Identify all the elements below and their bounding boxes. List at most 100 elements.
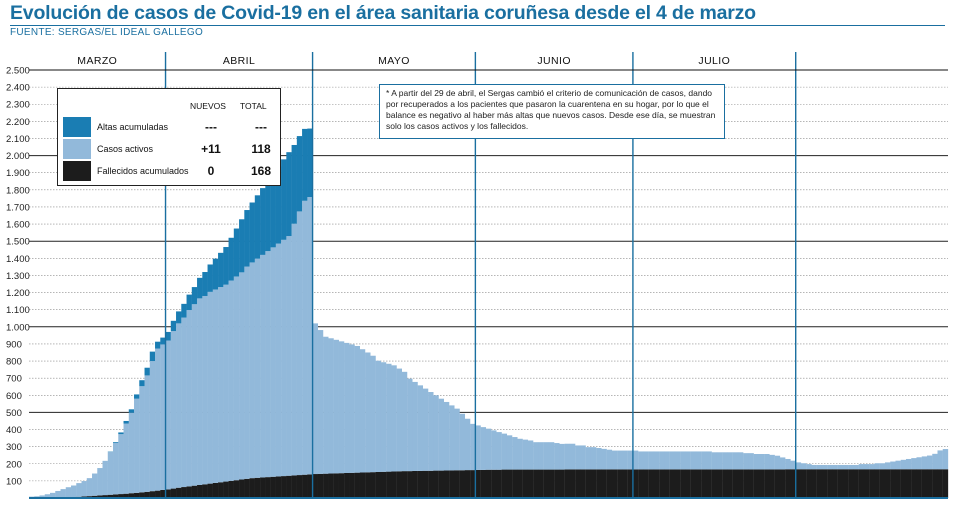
bar-fallecidos [690,469,697,498]
y-tick-label: 800 [6,357,22,368]
bar-fallecidos [354,472,360,498]
bar-fallecidos [648,469,655,498]
y-tick-label: 400 [6,425,22,436]
y-tick-label: 1.800 [6,185,30,196]
month-label: MARZO [77,55,117,67]
bar-fallecidos [779,469,786,498]
chart-title: Evolución de casos de Covid-19 en el áre… [10,2,756,24]
bar-activos [354,345,360,473]
bar-activos [71,485,77,498]
bar-activos [302,200,308,475]
bar-fallecidos [428,470,434,498]
bar-fallecidos [869,469,875,498]
bar-activos [401,371,408,472]
bar-fallecidos [669,469,676,498]
bar-fallecidos [396,471,403,498]
bar-fallecidos [879,469,886,498]
bar-activos [606,449,613,470]
bar-fallecidos [170,488,177,498]
bar-activos [942,449,949,470]
bar-fallecidos [790,469,796,498]
bar-altas [296,136,303,212]
legend-label: Fallecidos acumulados [97,166,189,176]
bar-activos [39,495,45,498]
bar-fallecidos [821,469,828,498]
bar-activos [890,461,896,470]
bar-fallecidos [611,469,618,498]
bar-fallecidos [569,469,576,498]
bar-fallecidos [417,470,424,498]
methodology-note: * A partir del 29 de abril, el Sergas ca… [379,84,725,139]
bar-activos [380,362,387,472]
bar-fallecidos [701,469,707,498]
bar-activos [674,451,681,470]
bar-altas [155,341,161,349]
bar-fallecidos [758,469,765,498]
bar-altas [149,351,156,362]
bar-activos [937,450,943,470]
bar-fallecidos [774,469,781,498]
bar-fallecidos [711,469,718,498]
y-tick-label: 500 [6,408,22,419]
bar-fallecidos [842,469,849,498]
bar-activos [506,435,513,470]
bar-fallecidos [727,469,733,498]
bar-activos [680,451,686,470]
bar-activos [412,381,418,471]
bar-fallecidos [260,477,266,498]
bar-fallecidos [874,469,880,498]
bar-activos [480,427,487,470]
bar-activos [55,490,61,498]
bar-activos [254,258,261,478]
bar-activos [144,375,150,492]
bar-activos [769,454,775,470]
bar-activos [779,457,786,470]
month-labels: MARZO ABRIL MAYO JUNIO JULIO [77,55,729,67]
bar-fallecidos [764,469,770,498]
bar-activos [160,344,166,490]
bar-altas [128,409,135,413]
bar-activos [81,481,87,497]
month-label: JUNIO [537,55,571,67]
bar-activos [338,341,345,474]
bar-altas [244,210,250,267]
bar-fallecidos [863,469,870,498]
bar-fallecidos [149,491,156,498]
bar-activos [701,451,707,470]
bar-activos [218,287,224,483]
bar-fallecidos [643,469,649,498]
bar-altas [270,173,276,248]
bar-fallecidos [102,495,108,498]
bar-fallecidos [323,473,329,498]
bar-activos [170,331,177,489]
bar-altas [239,219,245,273]
bar-fallecidos [622,469,628,498]
bar-activos [349,344,355,473]
bar-fallecidos [134,492,140,498]
bar-activos [811,464,817,470]
bar-activos [186,310,192,487]
bar-fallecidos [144,491,150,498]
bar-fallecidos [386,471,392,498]
bar-altas [207,264,213,292]
bar-fallecidos [349,472,355,498]
bar-fallecidos [564,469,571,498]
bar-fallecidos [921,469,928,498]
bar-fallecidos [832,469,838,498]
bar-activos [706,451,712,470]
bar-fallecidos [186,486,192,498]
bar-fallecidos [97,495,103,498]
bar-fallecidos [270,476,276,498]
chart-source: FUENTE: SERGAS/EL IDEAL GALLEGO [10,27,204,38]
bar-fallecidos [538,469,544,498]
bar-fallecidos [848,469,854,498]
bar-activos [428,392,434,471]
bar-fallecidos [459,470,466,498]
bar-fallecidos [491,469,497,498]
bar-activos [858,464,865,470]
bar-activos [92,473,98,496]
bar-altas [123,420,129,424]
bar-fallecidos [302,474,308,498]
bar-activos [97,468,103,496]
bar-fallecidos [785,469,791,498]
